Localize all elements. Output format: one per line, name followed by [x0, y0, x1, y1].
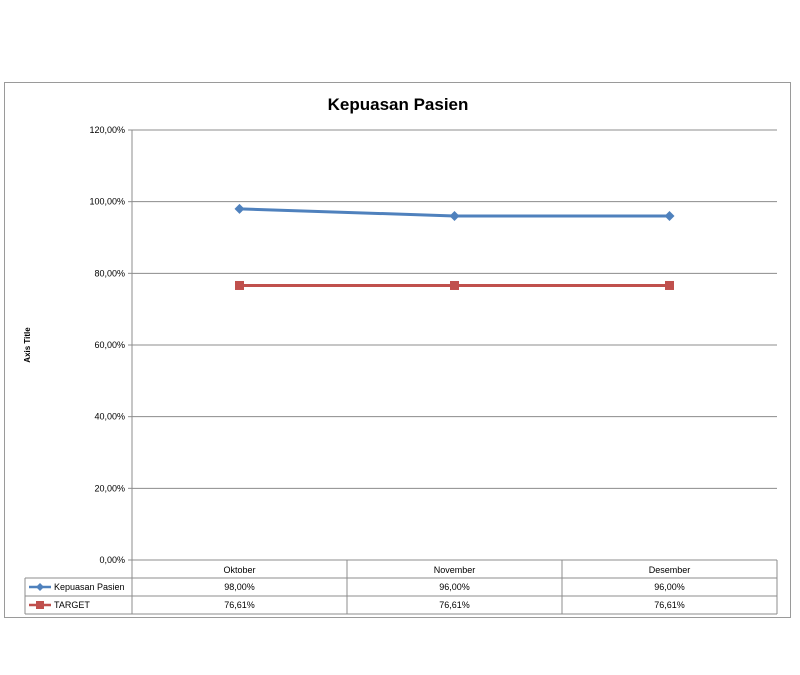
chart-svg: 0,00% 20,00% 40,00% 60,00% 80,00% 100,00% 120,… — [23, 95, 778, 615]
chart-title: Kepuasan Pasien — [328, 95, 469, 114]
data-point-0-1 — [449, 211, 460, 221]
chart-area: 0,00% 20,00% 40,00% 60,00% 80,00% 100,00% 120,… — [4, 82, 791, 618]
y-tick-label-3: 60,00% — [94, 340, 125, 350]
table-value-0-2: 96,00% — [654, 582, 685, 592]
y-axis-title: Axis Title — [23, 327, 32, 363]
legend-label-0: Kepuasan Pasien — [54, 582, 125, 592]
y-tick-label-5: 100,00% — [89, 197, 125, 207]
data-point-0-2 — [664, 211, 675, 221]
y-tick-label-4: 80,00% — [94, 268, 125, 278]
x-category-label-0: Oktober — [223, 565, 255, 575]
x-category-label-1: November — [434, 565, 476, 575]
y-tick-label-2: 40,00% — [94, 412, 125, 422]
data-point-0-0 — [234, 203, 245, 214]
y-tick-label-1: 20,00% — [94, 483, 125, 493]
table-value-1-1: 76,61% — [439, 600, 470, 610]
data-point-1-1 — [450, 280, 459, 290]
legend-key-marker-0 — [36, 583, 44, 591]
table-value-0-0: 98,00% — [224, 582, 255, 592]
y-tick-label-0: 0,00% — [99, 555, 125, 565]
data-point-1-2 — [665, 280, 674, 290]
x-category-label-2: Desember — [649, 565, 691, 575]
table-value-1-2: 76,61% — [654, 600, 685, 610]
legend-label-1: TARGET — [54, 600, 90, 610]
y-tick-label-6: 120,00% — [89, 125, 125, 135]
data-point-1-0 — [235, 280, 244, 290]
legend-key-marker-1 — [36, 601, 44, 609]
table-value-1-0: 76,61% — [224, 600, 255, 610]
table-value-0-1: 96,00% — [439, 582, 470, 592]
